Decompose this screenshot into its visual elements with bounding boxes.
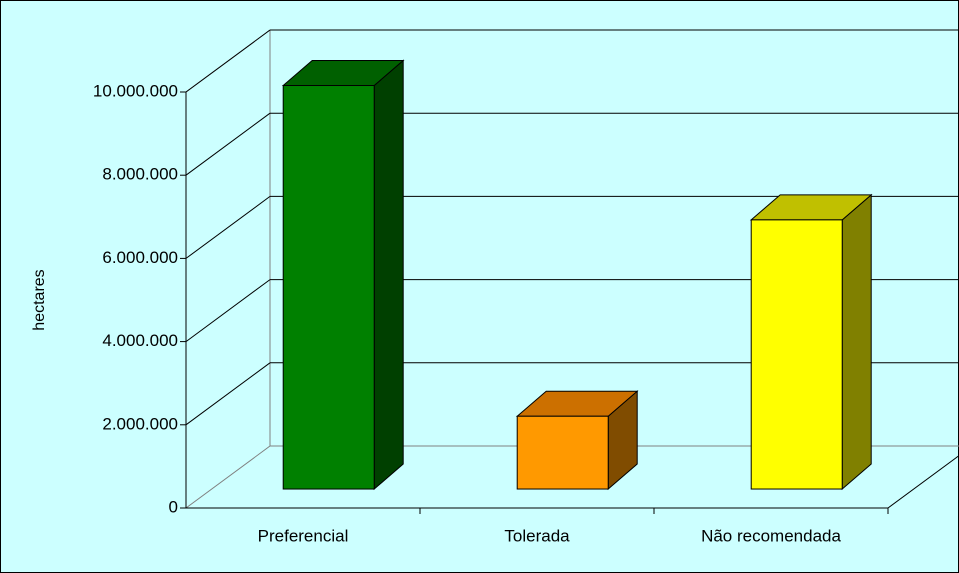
bar-side	[373, 59, 404, 491]
bar	[750, 219, 843, 490]
bar-side	[841, 193, 872, 491]
y-tick-label: 6.000.000	[102, 248, 178, 267]
grid-line	[185, 362, 271, 426]
y-axis-label: hectares	[31, 269, 48, 330]
y-tick-label: 4.000.000	[102, 331, 178, 350]
grid-line	[185, 29, 271, 93]
floor-edge	[887, 455, 959, 509]
x-tick-label: Não recomendada	[701, 526, 841, 545]
x-tick-label: Tolerada	[504, 526, 570, 545]
x-tick-label: Preferencial	[258, 526, 349, 545]
y-tick-label: 0	[169, 497, 178, 516]
y-tick-label: 2.000.000	[102, 414, 178, 433]
bar	[282, 85, 375, 490]
bar	[516, 415, 609, 490]
y-tick-label: 8.000.000	[102, 165, 178, 184]
grid-line	[185, 195, 271, 259]
y-tick-label: 10.000.000	[93, 81, 178, 100]
grid-line	[185, 112, 271, 176]
grid-line	[185, 279, 271, 343]
